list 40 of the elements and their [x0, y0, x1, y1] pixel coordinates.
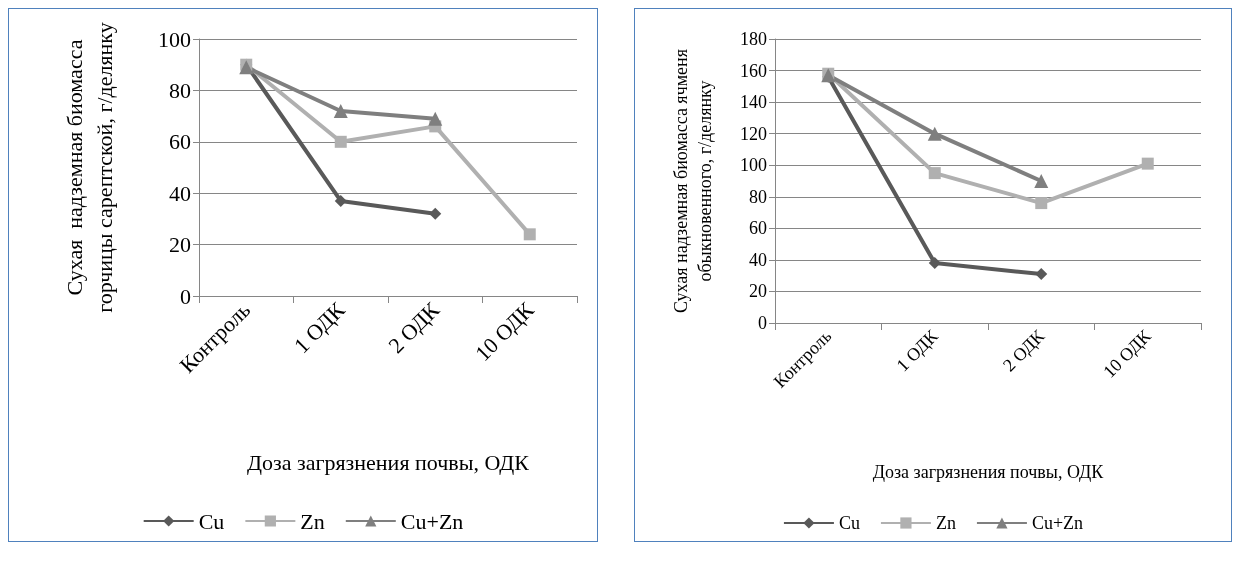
y-tick-label: 80 [169, 77, 191, 103]
y-tick-label: 0 [180, 283, 191, 309]
y-tick-label: 160 [740, 60, 767, 81]
y-tick-label: 120 [740, 123, 767, 144]
y-tick-label: 100 [740, 155, 767, 176]
legend-label: Zn [300, 508, 325, 534]
point [428, 111, 443, 126]
y-tick-label: 0 [758, 313, 767, 333]
point [928, 257, 941, 270]
legend-label: Cu [838, 513, 860, 533]
point [429, 207, 442, 220]
legend-label: Zn [935, 513, 956, 533]
point [1141, 157, 1154, 170]
y-tick-label: 180 [740, 29, 767, 49]
legend-label: Cu [198, 508, 225, 534]
point [334, 194, 347, 207]
point [1035, 197, 1048, 210]
y-tick-label: 80 [749, 186, 767, 207]
point [239, 60, 254, 75]
y-axis-title: Сухая надземная биомасса горчицы сарептской, г/делянку [61, 22, 117, 313]
point [1034, 174, 1049, 188]
point [927, 126, 942, 141]
legend-label: Cu+Zn [400, 508, 464, 534]
point [333, 103, 348, 118]
x-axis-title: Доза загрязнения почвы, ОДК [247, 449, 530, 475]
point [1035, 268, 1048, 281]
x-axis-title: Доза загрязнения почвы, ОДК [872, 462, 1105, 482]
y-tick-label: 40 [169, 180, 191, 206]
y-tick-label: 60 [169, 129, 191, 155]
y-tick-label: 60 [749, 218, 767, 239]
legend-label: Cu+Zn [1031, 513, 1084, 533]
y-tick-label: 40 [749, 249, 767, 270]
y-tick-label: 140 [740, 92, 767, 113]
y-tick-label: 20 [749, 281, 767, 302]
point [523, 228, 536, 241]
point [928, 167, 941, 180]
y-axis-title: Сухая надземная биомасса ячменя обыкновенного, г/делянку [670, 49, 715, 313]
point [334, 135, 347, 148]
y-tick-label: 20 [169, 232, 191, 258]
y-tick-label: 100 [158, 26, 191, 52]
